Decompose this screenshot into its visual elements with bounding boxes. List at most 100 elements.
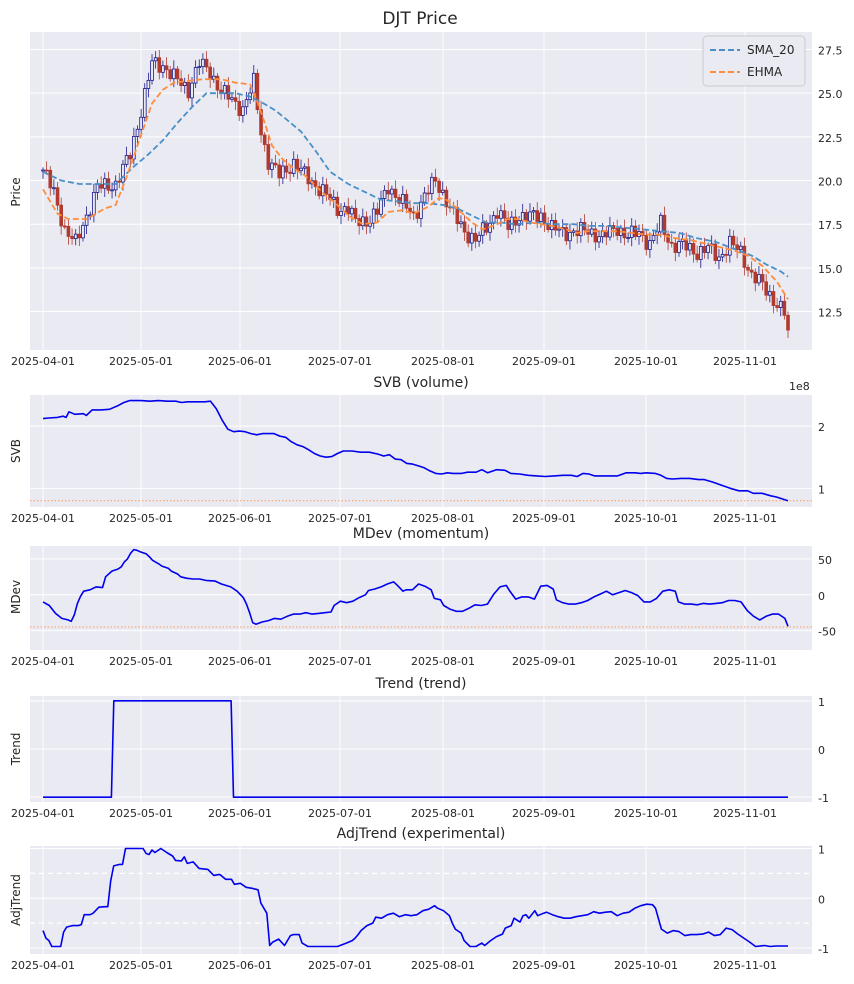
candle-body <box>277 164 282 179</box>
candle-body <box>84 214 89 226</box>
candle-body <box>222 85 227 94</box>
candle-body <box>361 216 365 227</box>
price-y-ticks: 12.5 15.0 17.5 20.0 22.5 25.0 27.5 <box>818 44 843 319</box>
candle-body <box>353 207 358 219</box>
x-tick-label: 2025-09-01 <box>512 807 576 820</box>
candle-body <box>157 57 162 73</box>
candle-body <box>433 176 438 182</box>
candle-body <box>317 186 321 197</box>
candle-body <box>139 116 143 130</box>
candle-body <box>466 231 470 244</box>
candle-body <box>771 291 776 306</box>
candle-body <box>444 189 449 208</box>
y-tick-label: 22.5 <box>818 132 843 145</box>
y-tick-label: 1 <box>818 696 825 709</box>
candle-body <box>306 166 311 185</box>
x-tick-label: 2025-10-01 <box>614 355 678 368</box>
candle-body <box>738 245 743 250</box>
legend-box <box>702 35 806 87</box>
candle-body <box>455 207 460 225</box>
series-line <box>42 548 789 627</box>
candle-body <box>422 192 427 203</box>
candle-body <box>404 193 409 209</box>
x-tick-label: 2025-07-01 <box>308 655 372 668</box>
candle-body <box>55 187 60 206</box>
candle-body <box>629 225 634 238</box>
x-tick-label: 2025-09-01 <box>512 655 576 668</box>
candle-body <box>146 79 151 89</box>
candle-body <box>557 228 561 231</box>
candle-body <box>172 68 176 80</box>
y-tick-label: 12.5 <box>818 307 843 320</box>
x-tick-label: 2025-08-01 <box>411 655 475 668</box>
candle-body <box>778 300 783 308</box>
candle-body <box>695 253 699 260</box>
price-chart-title: DJT Price <box>382 9 457 29</box>
x-tick-label: 2025-04-01 <box>11 355 75 368</box>
ehma-line <box>42 78 789 300</box>
x-tick-label: 2025-05-01 <box>109 807 173 820</box>
mdev-marks <box>30 548 812 628</box>
candle-body <box>70 235 74 240</box>
candle-body <box>251 72 256 94</box>
candle-body <box>513 216 518 226</box>
svb-y-axis-label: SVB <box>9 439 23 463</box>
candle-body <box>662 214 667 235</box>
candle-body <box>782 300 787 316</box>
candle-body <box>728 235 732 256</box>
svb-y-ticks: 12 <box>818 421 825 496</box>
legend-label-ehma: EHMA <box>747 65 783 79</box>
x-tick-label: 2025-10-01 <box>614 807 678 820</box>
candle-body <box>659 214 663 233</box>
y-tick-label: 0 <box>818 744 825 757</box>
candle-body <box>346 206 351 215</box>
candle-body <box>735 244 739 250</box>
x-tick-label: 2025-04-01 <box>11 807 75 820</box>
candle-body <box>477 234 481 242</box>
candle-body <box>135 128 140 137</box>
svb-panel: SVB (volume) SVB 1e8 12 2025-04-01 2025-0… <box>9 375 825 525</box>
svb-chart-title: SVB (volume) <box>373 375 468 391</box>
candle-body <box>673 242 678 253</box>
candle-body <box>462 221 467 233</box>
legend-label-sma20: SMA_20 <box>747 43 794 57</box>
candle-body <box>731 235 736 246</box>
price-y-axis-label: Price <box>9 177 23 206</box>
price-marks <box>41 50 790 338</box>
candle-body <box>593 228 598 243</box>
x-tick-label: 2025-06-01 <box>208 655 272 668</box>
y-tick-label: 0 <box>818 893 825 906</box>
trend-x-ticks: 2025-04-01 2025-05-01 2025-06-01 2025-07-01… <box>11 807 777 820</box>
candle-body <box>564 227 569 242</box>
y-tick-label: 1 <box>818 483 825 496</box>
candle-body <box>502 210 507 219</box>
candle-body <box>150 60 154 81</box>
candle-body <box>237 100 242 116</box>
candle-body <box>197 66 202 69</box>
candle-body <box>99 183 103 189</box>
x-tick-label: 2025-11-01 <box>713 512 777 525</box>
sma20-line <box>42 92 789 278</box>
candle-body <box>717 256 721 261</box>
x-tick-label: 2025-07-01 <box>308 807 372 820</box>
candle-body <box>331 196 336 200</box>
series-line <box>43 700 788 798</box>
candle-body <box>81 224 85 239</box>
candle-body <box>142 88 147 118</box>
candle-body <box>437 180 441 193</box>
candle-body <box>495 215 500 219</box>
trend-y-ticks: -1 0 1 <box>818 696 829 805</box>
candle-body <box>633 225 638 237</box>
y-tick-label: -1 <box>818 792 829 805</box>
y-tick-label: 27.5 <box>818 44 843 57</box>
x-tick-label: 2025-07-01 <box>308 512 372 525</box>
candle-body <box>73 233 78 240</box>
svb-marks <box>30 399 812 502</box>
candle-body <box>419 201 423 219</box>
adjtrend-marks <box>30 847 812 948</box>
x-tick-label: 2025-07-01 <box>308 959 372 972</box>
candle-body <box>666 234 670 243</box>
candle-body <box>648 240 652 250</box>
svb-gridlines <box>30 395 812 507</box>
candle-body <box>400 193 405 204</box>
